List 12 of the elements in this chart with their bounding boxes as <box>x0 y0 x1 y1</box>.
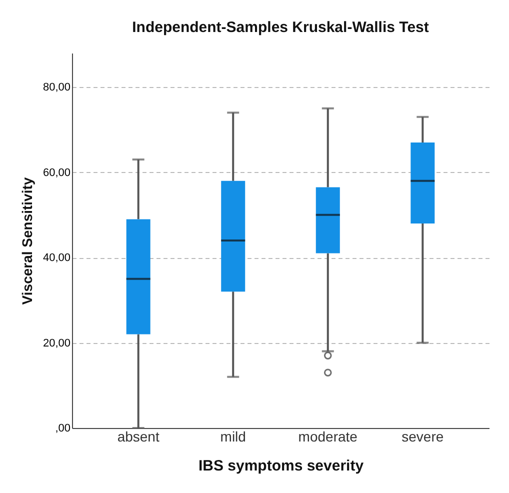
y-tick-label: 80,00 <box>42 82 70 94</box>
y-tick-label: 20,00 <box>42 337 70 350</box>
x-axis-title: IBS symptoms severity <box>198 458 364 474</box>
y-tick-label: 40,00 <box>42 252 70 264</box>
y-tick-label: ,00 <box>55 422 70 434</box>
x-tick-label: severe <box>402 428 444 444</box>
chart-title: Independent-Samples Kruskal-Wallis Test <box>132 19 429 36</box>
x-tick-label: absent <box>117 428 160 444</box>
x-tick-label: moderate <box>298 428 358 444</box>
y-tick-label: 60,00 <box>42 166 70 179</box>
x-tick-label: mild <box>220 428 246 444</box>
y-axis-title: Visceral Sensitivity <box>18 177 35 305</box>
